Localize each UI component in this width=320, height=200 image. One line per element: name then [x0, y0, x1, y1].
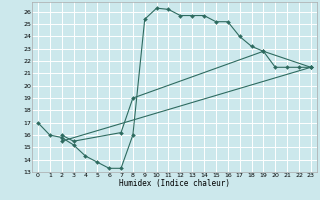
X-axis label: Humidex (Indice chaleur): Humidex (Indice chaleur) [119, 179, 230, 188]
